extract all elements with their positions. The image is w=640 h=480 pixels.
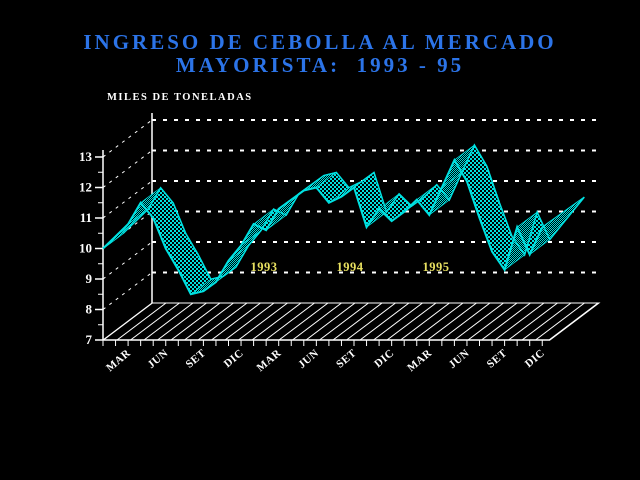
year-label: 1994 bbox=[337, 260, 364, 274]
y-tick-label: 11 bbox=[80, 210, 92, 225]
y-axis-title: MILES DE TONELADAS bbox=[107, 92, 253, 103]
axes bbox=[102, 150, 550, 341]
y-tick-label: 7 bbox=[86, 332, 93, 347]
chart-title: INGRESO DE CEBOLLA AL MERCADO MAYORISTA:… bbox=[0, 31, 640, 77]
chart-title-line-2: MAYORISTA: 1993 - 95 bbox=[175, 53, 465, 77]
y-tick-labels: 7 8 9 10 11 12 13 bbox=[79, 149, 103, 347]
x-tick-label: JUN bbox=[145, 347, 170, 371]
floor-3d bbox=[101, 302, 601, 341]
x-tick-label: SET bbox=[184, 347, 209, 371]
x-tick-label: MAR bbox=[405, 347, 434, 374]
y-tick-label: 8 bbox=[86, 302, 93, 317]
x-tick-labels: MAR JUN SET DIC MAR JUN SET DIC MAR JUN SET DIC bbox=[102, 340, 547, 374]
x-tick-label: SET bbox=[485, 347, 510, 371]
x-tick-label: SET bbox=[334, 347, 359, 371]
x-tick-label: JUN bbox=[296, 347, 321, 371]
x-tick-label: MAR bbox=[104, 347, 133, 374]
ribbon-series bbox=[102, 143, 585, 296]
x-tick-label: DIC bbox=[523, 347, 547, 370]
year-labels: 1993 1994 1995 bbox=[251, 260, 450, 274]
x-tick-label: JUN bbox=[447, 347, 472, 371]
y-tick-label: 10 bbox=[79, 241, 92, 256]
y-axis-title-group: MILES DE TONELADAS bbox=[107, 92, 253, 103]
y-tick-label: 9 bbox=[86, 271, 93, 286]
y-tick-label: 13 bbox=[79, 149, 93, 164]
year-label: 1993 bbox=[251, 260, 278, 274]
x-tick-label: DIC bbox=[372, 347, 396, 370]
x-tick-label: DIC bbox=[222, 347, 246, 370]
chart-title-line-1: INGRESO DE CEBOLLA AL MERCADO bbox=[83, 30, 557, 54]
year-label: 1995 bbox=[423, 260, 450, 274]
y-tick-label: 12 bbox=[79, 180, 92, 195]
depth-guide-lines bbox=[102, 119, 153, 310]
x-tick-label: MAR bbox=[255, 347, 284, 374]
